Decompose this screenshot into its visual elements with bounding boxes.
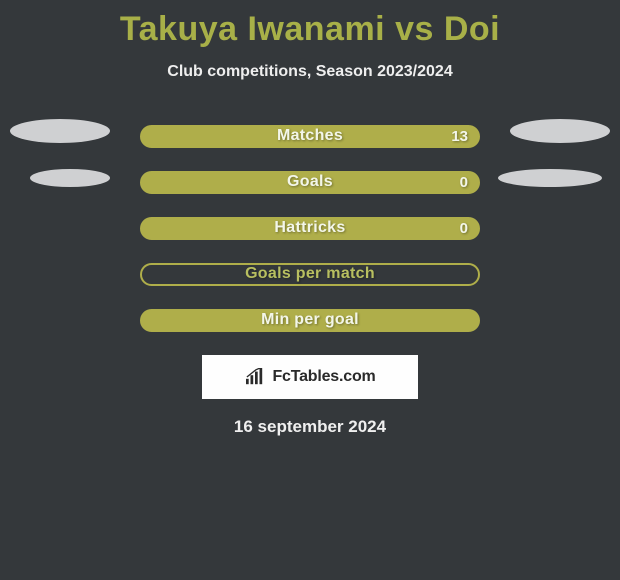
date-text: 16 september 2024: [0, 417, 620, 437]
brand-text: FcTables.com: [272, 368, 375, 386]
stat-label: Goals per match: [245, 265, 375, 283]
bar-chart-icon: [244, 368, 266, 386]
side-ellipse-right: [498, 169, 602, 187]
subtitle: Club competitions, Season 2023/2024: [0, 63, 620, 81]
stat-label: Min per goal: [261, 311, 359, 329]
stat-bar: Hattricks 0: [140, 217, 480, 240]
brand-box: FcTables.com: [202, 355, 418, 399]
page-title: Takuya Iwanami vs Doi: [0, 0, 620, 49]
stat-value: 13: [451, 128, 468, 145]
stat-label: Matches: [277, 127, 343, 145]
stat-value: 0: [460, 220, 468, 237]
stat-label: Hattricks: [274, 219, 345, 237]
stat-row: Goals 0: [0, 159, 620, 205]
stat-row: Matches 13: [0, 113, 620, 159]
stat-row: Min per goal: [0, 297, 620, 343]
stat-label: Goals: [287, 173, 333, 191]
side-ellipse-left: [30, 169, 110, 187]
stat-row: Hattricks 0: [0, 205, 620, 251]
stat-bar: Matches 13: [140, 125, 480, 148]
stat-rows: Matches 13 Goals 0 Hattricks 0 Goals per match…: [0, 113, 620, 343]
stat-value: 0: [460, 174, 468, 191]
stat-bar: Min per goal: [140, 309, 480, 332]
side-ellipse-left: [10, 119, 110, 143]
stat-bar: Goals 0: [140, 171, 480, 194]
stat-row: Goals per match: [0, 251, 620, 297]
side-ellipse-right: [510, 119, 610, 143]
stat-bar: Goals per match: [140, 263, 480, 286]
